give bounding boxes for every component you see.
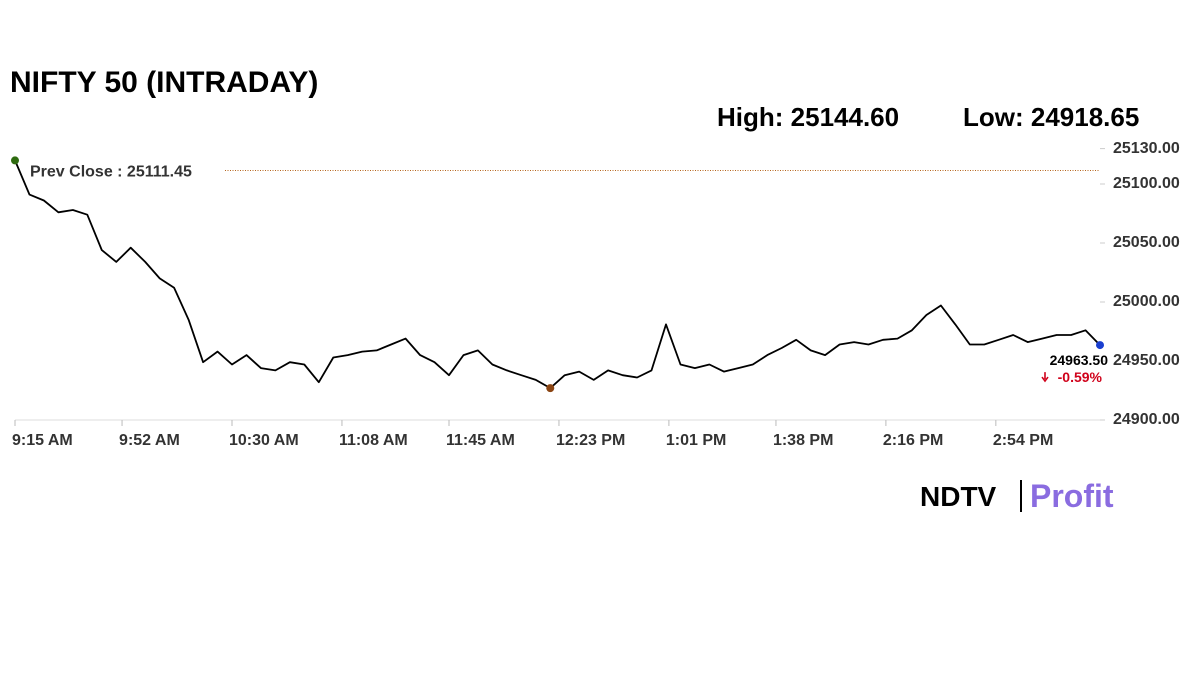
prev-close-label: Prev Close : 25111.45 bbox=[30, 163, 192, 180]
high-label: High: 25144.60 bbox=[717, 102, 899, 132]
x-tick-label: 1:38 PM bbox=[773, 432, 833, 449]
first-marker bbox=[11, 156, 19, 165]
x-tick-label: 11:08 AM bbox=[339, 432, 408, 449]
x-tick-label: 1:01 PM bbox=[666, 432, 726, 449]
logo-right: Profit bbox=[1030, 478, 1114, 514]
logo-left: NDTV bbox=[920, 481, 997, 512]
x-tick-label: 10:30 AM bbox=[229, 432, 299, 449]
low-label: Low: 24918.65 bbox=[963, 102, 1139, 132]
y-tick-label: 25100.00 bbox=[1113, 175, 1180, 192]
down-arrow bbox=[1041, 372, 1049, 383]
x-tick-label: 2:16 PM bbox=[883, 432, 943, 449]
x-tick-label: 11:45 AM bbox=[446, 432, 515, 449]
y-tick-label: 25050.00 bbox=[1113, 234, 1180, 251]
x-tick-label: 9:15 AM bbox=[12, 432, 73, 449]
x-tick-label: 9:52 AM bbox=[119, 432, 180, 449]
last-marker bbox=[1096, 341, 1104, 350]
change-label: -0.59% bbox=[1058, 369, 1103, 385]
low-marker bbox=[546, 384, 555, 393]
chart-title: NIFTY 50 (INTRADAY) bbox=[10, 66, 318, 99]
y-tick-label: 25000.00 bbox=[1113, 293, 1180, 310]
logo: NDTV Profit bbox=[920, 478, 1114, 514]
x-tick-label: 2:54 PM bbox=[993, 432, 1053, 449]
price-line bbox=[14, 160, 1101, 389]
y-tick-label: 24950.00 bbox=[1113, 352, 1180, 369]
last-value-label: 24963.50 bbox=[1050, 352, 1109, 368]
y-tick-label: 24900.00 bbox=[1113, 411, 1180, 428]
y-tick-label: 25130.00 bbox=[1113, 140, 1180, 157]
x-tick-label: 12:23 PM bbox=[556, 432, 625, 449]
